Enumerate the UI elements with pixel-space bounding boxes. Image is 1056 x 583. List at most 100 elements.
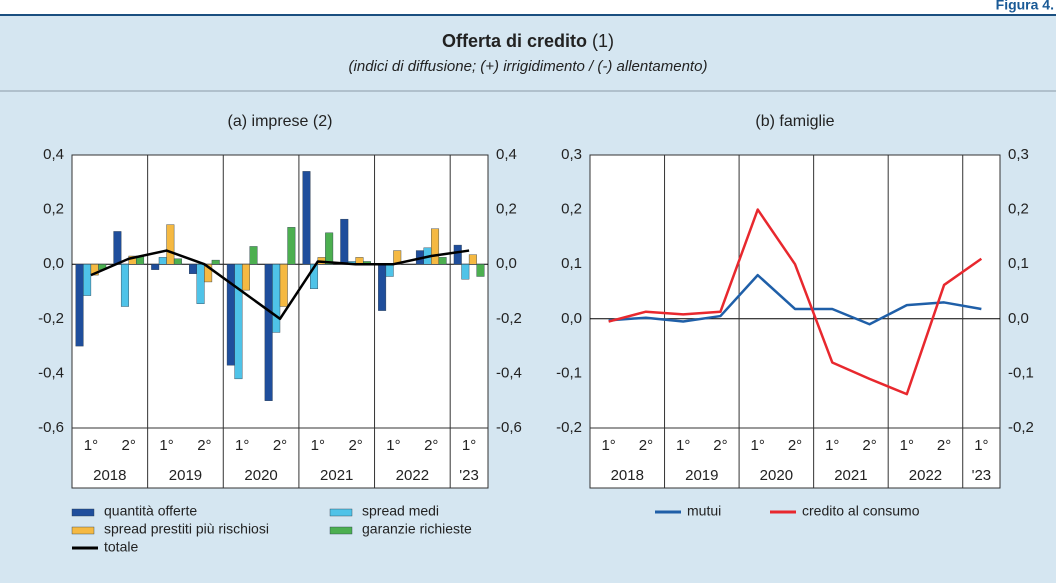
bar xyxy=(438,257,447,265)
panel-title: (b) famiglie xyxy=(755,113,834,130)
bar xyxy=(279,264,288,307)
bar xyxy=(385,264,394,277)
y-tick-label: 0,3 xyxy=(561,146,582,163)
y2-tick-label: 0,2 xyxy=(1008,201,1029,218)
y-tick-label: -0,2 xyxy=(38,310,64,327)
x-group-label: 2019 xyxy=(685,467,718,484)
bar xyxy=(196,264,205,304)
x-tick-label: 1° xyxy=(462,437,476,454)
x-group-label: 2018 xyxy=(93,467,126,484)
title-main: Offerta di credito xyxy=(442,31,587,51)
bar xyxy=(158,257,167,265)
bar xyxy=(113,231,122,265)
legend-label: quantità offerte xyxy=(104,503,197,519)
y-tick-label: -0,2 xyxy=(556,419,582,436)
x-tick-label: 1° xyxy=(235,437,249,454)
bar xyxy=(325,232,334,265)
bar xyxy=(468,254,477,265)
x-group-label: 2020 xyxy=(244,467,277,484)
bar xyxy=(75,264,84,347)
y-tick-label: 0,0 xyxy=(561,310,582,327)
line xyxy=(90,249,470,321)
bar xyxy=(249,246,258,265)
legend-label: garanzie richieste xyxy=(362,521,472,537)
y2-tick-label: -0,1 xyxy=(1008,364,1034,381)
x-tick-label: 2° xyxy=(937,437,951,454)
x-tick-label: 1° xyxy=(386,437,400,454)
bar xyxy=(378,264,387,311)
bar xyxy=(151,264,160,270)
x-tick-label: 1° xyxy=(900,437,914,454)
x-group-label: '23 xyxy=(972,467,992,484)
y2-tick-label: -0,2 xyxy=(496,310,522,327)
line xyxy=(608,273,982,326)
x-tick-label: 1° xyxy=(974,437,988,454)
x-tick-label: 1° xyxy=(84,437,98,454)
bar xyxy=(310,264,319,289)
legend-label: totale xyxy=(104,539,138,555)
bar xyxy=(272,264,281,333)
x-tick-label: 2° xyxy=(122,437,136,454)
legend-swatch xyxy=(329,526,353,535)
bar xyxy=(189,264,197,274)
x-tick-label: 2° xyxy=(197,437,211,454)
x-group-label: 2022 xyxy=(396,467,429,484)
bar xyxy=(173,258,182,265)
bar xyxy=(120,264,129,307)
y-tick-label: 0,0 xyxy=(43,255,64,272)
bar xyxy=(166,224,175,265)
x-tick-label: 2° xyxy=(348,437,362,454)
legend-swatch xyxy=(329,508,353,517)
x-tick-label: 2° xyxy=(713,437,727,454)
x-tick-label: 1° xyxy=(311,437,325,454)
x-tick-label: 2° xyxy=(424,437,438,454)
legend-swatch xyxy=(71,508,95,517)
bar xyxy=(476,264,485,277)
bar xyxy=(340,218,349,265)
legend-label: mutui xyxy=(687,503,721,519)
bar xyxy=(264,264,273,401)
x-tick-label: 1° xyxy=(159,437,173,454)
x-tick-label: 1° xyxy=(601,437,615,454)
y-tick-label: 0,4 xyxy=(43,146,64,163)
y2-tick-label: 0,4 xyxy=(496,146,517,163)
y-tick-label: -0,1 xyxy=(556,364,582,381)
bar xyxy=(204,264,213,283)
x-tick-label: 2° xyxy=(639,437,653,454)
y2-tick-label: 0,2 xyxy=(496,201,517,218)
bar xyxy=(226,264,235,366)
legend-label: spread medi xyxy=(362,503,439,519)
y2-tick-label: -0,6 xyxy=(496,419,522,436)
top-strip xyxy=(0,0,1056,14)
legend-label: credito al consumo xyxy=(802,503,920,519)
x-group-label: 2019 xyxy=(169,467,202,484)
legend-swatch xyxy=(71,526,95,535)
x-tick-label: 2° xyxy=(788,437,802,454)
bar xyxy=(83,264,92,296)
x-group-label: 2021 xyxy=(834,467,867,484)
x-tick-label: 1° xyxy=(676,437,690,454)
x-group-label: '23 xyxy=(459,467,479,484)
y2-tick-label: 0,3 xyxy=(1008,146,1029,163)
y2-tick-label: 0,1 xyxy=(1008,255,1029,272)
x-tick-label: 2° xyxy=(273,437,287,454)
x-group-label: 2020 xyxy=(760,467,793,484)
y2-tick-label: 0,0 xyxy=(1008,310,1029,327)
bar xyxy=(287,227,296,265)
bar xyxy=(461,264,470,280)
y-tick-label: 0,2 xyxy=(43,201,64,218)
x-tick-label: 2° xyxy=(862,437,876,454)
y2-tick-label: -0,4 xyxy=(496,364,522,381)
x-group-label: 2018 xyxy=(611,467,644,484)
figure-subtitle: (indici di diffusione; (+) irrigidimento… xyxy=(349,58,708,75)
y-tick-label: 0,2 xyxy=(561,201,582,218)
y-tick-label: 0,1 xyxy=(561,255,582,272)
x-tick-label: 1° xyxy=(751,437,765,454)
y-tick-label: -0,4 xyxy=(38,364,64,381)
x-group-label: 2022 xyxy=(909,467,942,484)
legend-label: spread prestiti più rischiosi xyxy=(104,521,269,537)
y-tick-label: -0,6 xyxy=(38,419,64,436)
y2-tick-label: -0,2 xyxy=(1008,419,1034,436)
